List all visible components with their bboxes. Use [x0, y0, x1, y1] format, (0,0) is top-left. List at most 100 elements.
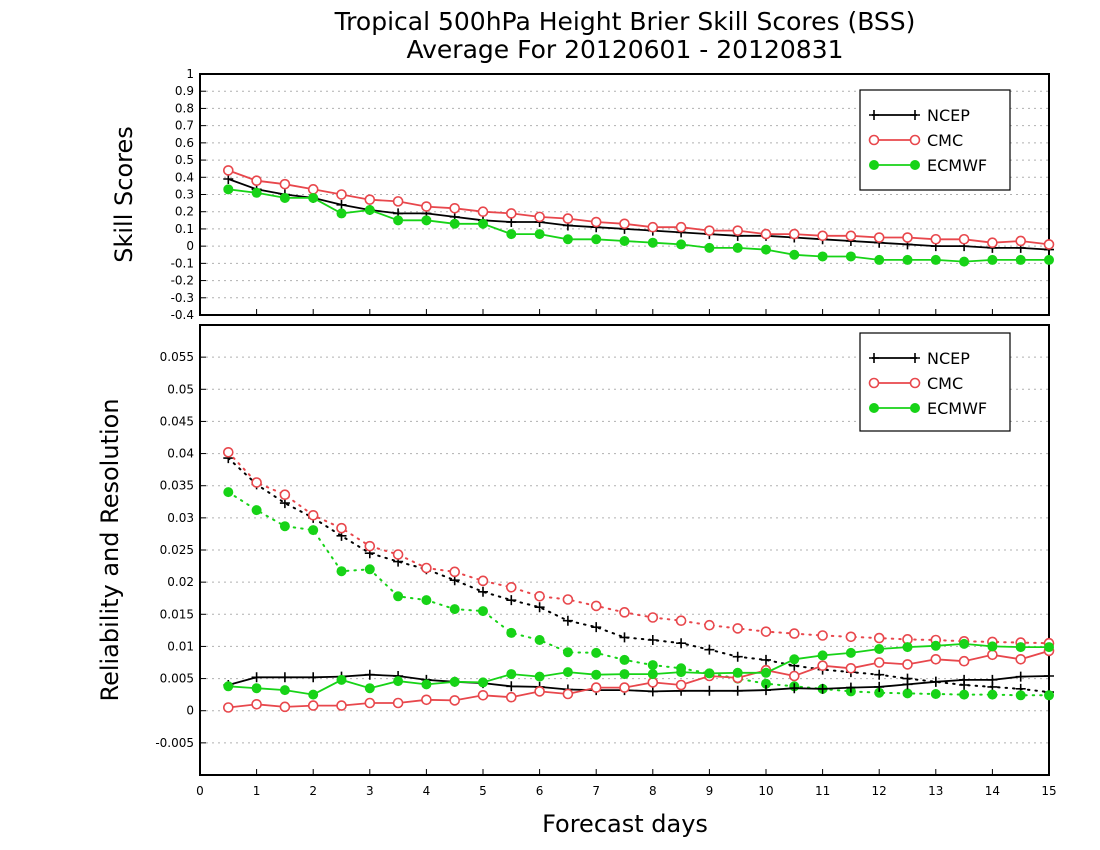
ecmwf-solid-point [336, 674, 347, 685]
chart-title-line1: Tropical 500hPa Height Brier Skill Score… [334, 7, 916, 36]
cmc-solid-point [336, 189, 347, 200]
ecmwf-solid-point [1015, 642, 1026, 653]
cmc-dotted-point [845, 631, 857, 643]
y-axis-title: Skill Scores [110, 126, 138, 263]
ncep-dotted-line [227, 457, 1050, 694]
ncep-solid-point [817, 683, 828, 694]
y-tick-label: -0.005 [155, 736, 194, 750]
x-tick-label: 2 [309, 784, 317, 798]
y-axis-title: Reliability and Resolution [96, 398, 124, 701]
ecmwf-solid-point [789, 654, 800, 665]
cmc-solid-point [505, 691, 517, 703]
ncep-solid-point [308, 672, 319, 683]
cmc-solid-point [590, 682, 602, 693]
ecmwf-solid-point [761, 667, 771, 678]
y-tick-label: 0.1 [175, 222, 194, 236]
legend-label: ECMWF [927, 399, 987, 418]
cmc-solid-point [421, 694, 432, 706]
cmc-dotted-point [590, 600, 602, 612]
ecmwf-solid-point [251, 187, 262, 198]
ecmwf-solid-point [506, 229, 517, 240]
ncep-solid-point [1015, 671, 1026, 682]
cmc-solid-point [873, 657, 885, 668]
y-tick-label: 0.025 [160, 543, 194, 557]
y-tick-label: -0.1 [171, 256, 194, 270]
cmc-solid-point [619, 218, 630, 230]
ncep-dotted-point [874, 669, 885, 680]
cmc-solid-point [223, 702, 234, 713]
ecmwf-dotted-point [364, 564, 375, 575]
ecmwf-solid-series [223, 638, 1054, 700]
cmc-solid-point [987, 237, 998, 248]
legend-item-ecmwf: ECMWF [869, 399, 987, 418]
cmc-solid-point [987, 649, 998, 661]
ecmwf-solid-point [732, 242, 743, 253]
ecmwf-solid-point [676, 239, 687, 250]
ecmwf-dotted-point [251, 505, 262, 516]
y-tick-label: 0.3 [175, 188, 194, 202]
cmc-dotted-point [873, 632, 885, 644]
cmc-solid-point [817, 230, 828, 242]
cmc-solid-point [1043, 239, 1055, 250]
ecmwf-solid-point [562, 667, 573, 678]
cmc-dotted-point [336, 522, 347, 534]
cmc-solid-point [619, 682, 630, 693]
cmc-solid-point [590, 216, 602, 228]
legend-marker [869, 110, 879, 120]
ecmwf-dotted-point [506, 627, 517, 638]
cmc-solid-series [223, 645, 1055, 713]
y-tick-label: -0.4 [171, 308, 194, 322]
legend-label: ECMWF [927, 156, 987, 175]
ecmwf-solid-point [704, 242, 715, 253]
cmc-solid-point [902, 232, 913, 243]
legend-marker [910, 403, 920, 413]
cmc-solid-point [279, 178, 291, 190]
ecmwf-solid-point [647, 669, 658, 680]
legend-marker [910, 353, 920, 363]
cmc-solid-point [534, 686, 545, 697]
ecmwf-solid-point [959, 638, 970, 649]
legend-label: CMC [927, 131, 963, 150]
cmc-solid-point [817, 660, 828, 672]
ncep-solid-point [874, 681, 885, 692]
ncep-solid-point [732, 685, 743, 696]
cmc-solid-point [477, 689, 489, 701]
y-tick-label: 0 [186, 704, 194, 718]
cmc-solid-point [873, 232, 885, 243]
ncep-solid-point [336, 199, 347, 210]
ecmwf-solid-point [279, 685, 290, 696]
y-tick-label: 0 [186, 239, 194, 253]
cmc-solid-point [647, 221, 659, 233]
cmc-dotted-point [817, 630, 828, 641]
legend-label: NCEP [927, 106, 970, 125]
ecmwf-solid-point [959, 256, 970, 267]
cmc-solid-point [562, 213, 574, 224]
x-tick-label: 4 [423, 784, 431, 798]
cmc-solid-point [392, 697, 404, 709]
ecmwf-dotted-point [393, 591, 404, 602]
cmc-dotted-point [392, 549, 404, 560]
y-tick-label: 0.2 [175, 205, 194, 219]
cmc-solid-point [477, 206, 489, 218]
cmc-dotted-point [732, 623, 744, 634]
ncep-solid-point [647, 686, 658, 697]
ecmwf-dotted-point [619, 654, 630, 665]
cmc-solid-point [675, 221, 687, 233]
ecmwf-solid-point [223, 184, 234, 195]
x-tick-label: 3 [366, 784, 374, 798]
skill-scores-panel: -0.4 -0.3 -0.2 -0.1 0 0.1 0.2 0.3 0.4 0.5 0.6 0.7 0.… [110, 67, 1055, 322]
y-tick-label: -0.3 [171, 291, 194, 305]
cmc-dotted-point [223, 446, 234, 458]
cmc-solid-point [1015, 653, 1027, 665]
ecmwf-dotted-point [421, 595, 432, 606]
cmc-solid-point [449, 695, 461, 706]
cmc-solid-point [958, 233, 970, 245]
ncep-dotted-point [534, 602, 545, 613]
ecmwf-dotted-point [987, 689, 998, 700]
cmc-solid-point [364, 697, 376, 709]
legend: NCEP CMC ECMWF [859, 332, 1011, 432]
ecmwf-solid-point [308, 192, 319, 203]
cmc-dotted-point [619, 607, 630, 618]
y-tick-label: 1 [186, 67, 194, 81]
legend-marker [869, 353, 879, 363]
